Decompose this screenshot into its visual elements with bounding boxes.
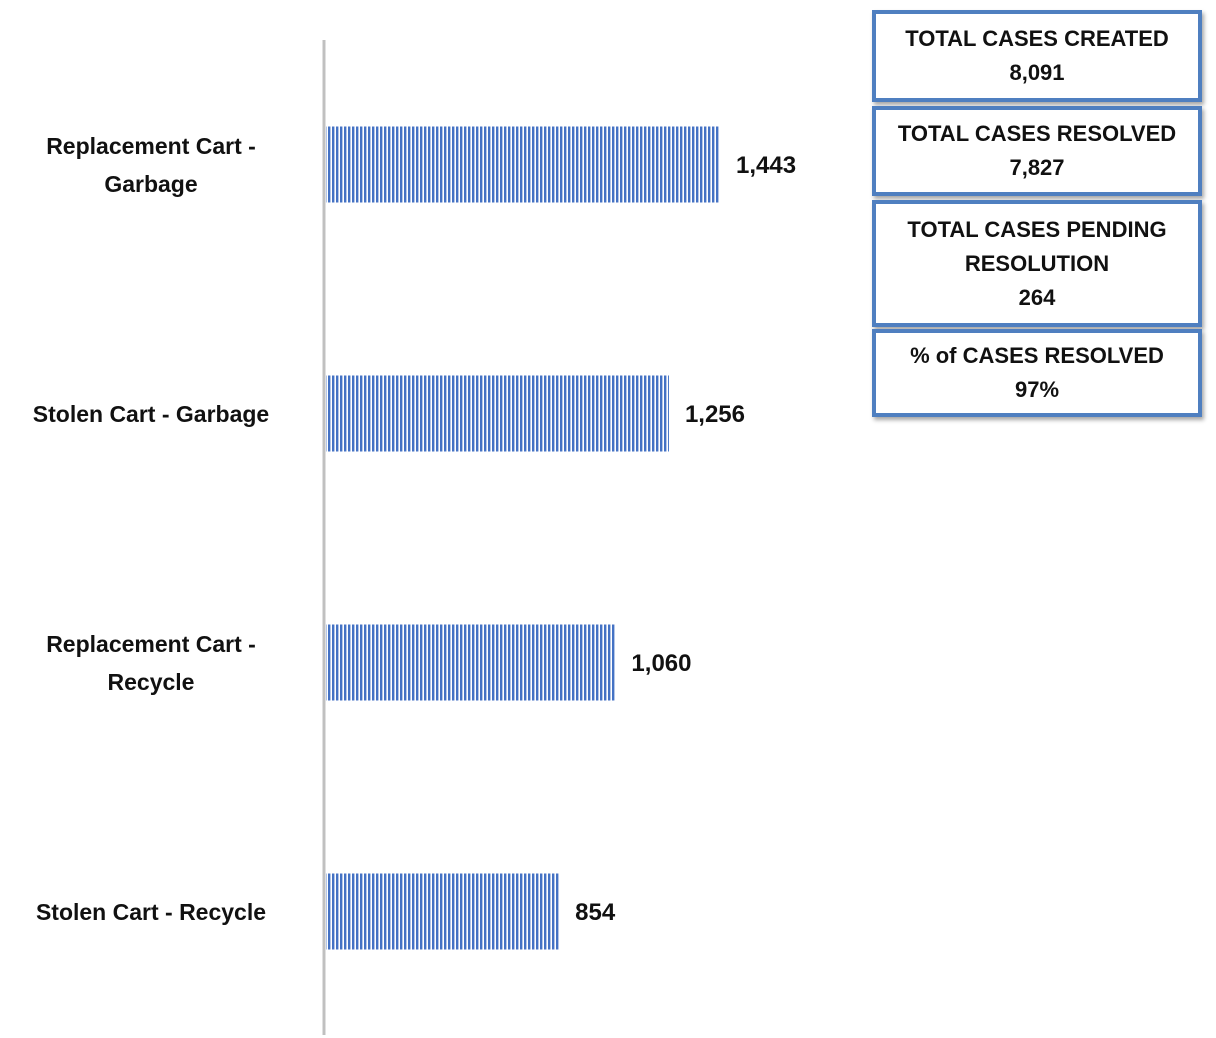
value-label: 1,256 xyxy=(685,401,745,428)
stat-box: TOTAL CASES PENDING RESOLUTION 264 xyxy=(872,200,1202,327)
stat-label: TOTAL CASES RESOLVED xyxy=(897,121,1177,146)
category-label: Stolen Cart - Recycle xyxy=(35,898,267,925)
stat-box: TOTAL CASES CREATED 8,091 xyxy=(872,10,1202,102)
stat-value: 264 xyxy=(1018,284,1056,310)
bar xyxy=(326,873,560,950)
stat-value: 97% xyxy=(1014,377,1060,402)
value-label: 1,060 xyxy=(631,650,691,677)
stat-label: % of CASES RESOLVED xyxy=(910,343,1164,368)
stat-label: TOTAL CASES CREATED xyxy=(905,26,1169,51)
value-label: 1,443 xyxy=(736,152,796,179)
category-label: Stolen Cart - Garbage xyxy=(32,400,270,427)
bar xyxy=(326,375,669,452)
bar xyxy=(326,624,616,701)
stat-value: 8,091 xyxy=(1009,60,1065,85)
stat-box: TOTAL CASES RESOLVED 7,827 xyxy=(872,106,1202,196)
stat-value: 7,827 xyxy=(1009,155,1065,180)
value-label: 854 xyxy=(575,899,616,926)
category-label: Replacement Cart - Recycle xyxy=(46,630,256,695)
category-label: Replacement Cart - Garbage xyxy=(46,132,256,197)
stat-label: TOTAL CASES PENDING RESOLUTION xyxy=(907,216,1167,276)
bar xyxy=(326,126,720,203)
stat-box: % of CASES RESOLVED 97% xyxy=(872,329,1202,417)
